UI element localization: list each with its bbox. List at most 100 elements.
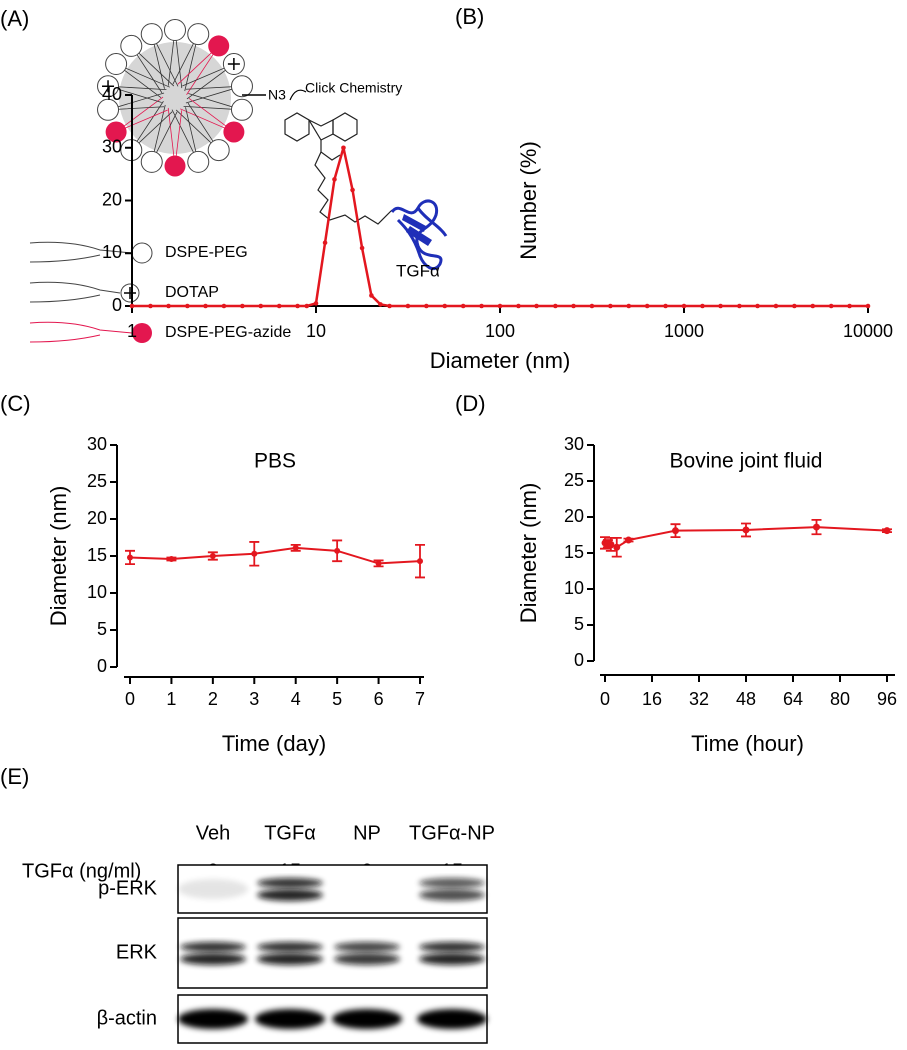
data-point (755, 303, 760, 309)
data-point (883, 527, 891, 535)
lipid-head (164, 19, 186, 41)
blot-box (177, 917, 488, 989)
data-point (626, 303, 632, 309)
data-point (341, 145, 346, 151)
band (419, 953, 485, 965)
data-point (221, 303, 227, 309)
band (334, 953, 400, 965)
panel-label: (C) (0, 391, 31, 416)
y-tick-label: 10 (564, 578, 584, 598)
y-tick-label: 30 (564, 434, 584, 454)
legend: DSPE-PEG DOTAP DSPE-PEG-azide (29, 241, 291, 343)
data-point (168, 555, 175, 562)
linker-label: N3 (268, 87, 286, 103)
lipid-head (207, 139, 230, 162)
data-line (129, 546, 421, 565)
lipid-head (230, 75, 253, 98)
arrow (289, 89, 307, 101)
x-tick-label: 10000 (843, 321, 893, 341)
x-tick-label: 48 (736, 689, 756, 709)
data-point (534, 303, 539, 309)
lipid-head (223, 121, 245, 143)
core (119, 42, 231, 154)
data-point (251, 550, 258, 557)
x-tick-label: 0 (600, 689, 610, 709)
data-point (625, 536, 632, 544)
data-point (700, 303, 705, 309)
data-point (442, 303, 448, 309)
legend-head (131, 242, 153, 264)
legend-label: DSPE-PEG (165, 244, 248, 261)
y-tick-label: 25 (87, 471, 107, 491)
data-point (166, 303, 171, 309)
y-axis-label: Diameter (nm) (516, 483, 541, 624)
data-point (810, 303, 816, 309)
x-tick-label: 80 (830, 689, 850, 709)
y-tick-label: 0 (112, 295, 122, 315)
data-point (773, 303, 779, 309)
band (419, 942, 485, 952)
y-tick-label: 0 (97, 656, 107, 676)
data-point (737, 303, 742, 309)
data-point (672, 527, 679, 535)
lipid-head (230, 98, 253, 121)
plus-sign (102, 80, 115, 93)
panel-label: (B) (455, 4, 484, 29)
data-point (375, 560, 382, 567)
data-point (405, 303, 411, 309)
x-tick-label: 1 (127, 321, 137, 341)
y-axis-label: Diameter (nm) (46, 486, 71, 627)
lipid-head (97, 98, 120, 121)
legend-label: DSPE-PEG-azide (165, 324, 291, 341)
x-tick-label: 1000 (664, 321, 704, 341)
nanoparticle (97, 19, 253, 177)
data-point (613, 543, 621, 551)
data-point (292, 544, 299, 551)
data-point (589, 303, 595, 309)
panel-label: (A) (0, 6, 29, 31)
legend-lipid (29, 321, 133, 343)
chart-title: Bovine joint fluid (670, 450, 823, 473)
x-tick-label: 6 (374, 689, 384, 709)
x-tick-label: 5 (332, 689, 342, 709)
data-point (847, 303, 852, 309)
protein-sheet (402, 214, 432, 246)
x-tick-label: 4 (291, 689, 301, 709)
lipid-head (105, 121, 127, 143)
data-point (607, 540, 615, 548)
row-label: ERK (116, 941, 158, 963)
x-tick-label: 10 (306, 321, 326, 341)
y-tick-label: 5 (97, 619, 107, 639)
data-point (742, 526, 750, 534)
data-point (497, 303, 503, 309)
legend-lipid (29, 241, 133, 263)
group-label: NP (353, 822, 381, 844)
protein-ribbon (390, 199, 448, 270)
data-point (332, 177, 337, 182)
band (257, 889, 323, 901)
data-point (644, 303, 650, 309)
y-tick-label: 20 (102, 189, 122, 209)
y-axis-label: Number (%) (516, 141, 541, 260)
data-point (424, 303, 429, 309)
band (417, 1009, 487, 1029)
data-point (127, 554, 133, 561)
data-line (132, 147, 868, 308)
band (419, 878, 485, 888)
y-tick-label: 15 (87, 545, 107, 565)
lipid-head (187, 150, 210, 173)
data-point (553, 303, 558, 309)
data-point (387, 303, 392, 309)
y-tick-label: 0 (574, 650, 584, 670)
y-tick-label: 15 (564, 542, 584, 562)
x-tick-label: 96 (877, 689, 897, 709)
data-point (608, 303, 613, 309)
data-point (295, 303, 300, 309)
data-point (129, 303, 135, 309)
group-label: TGFα (264, 822, 316, 844)
chart-title: PBS (254, 450, 296, 473)
y-tick-label: 40 (102, 84, 122, 104)
plus-sign (227, 58, 240, 70)
reaction-label: Click Chemistry (305, 80, 402, 96)
